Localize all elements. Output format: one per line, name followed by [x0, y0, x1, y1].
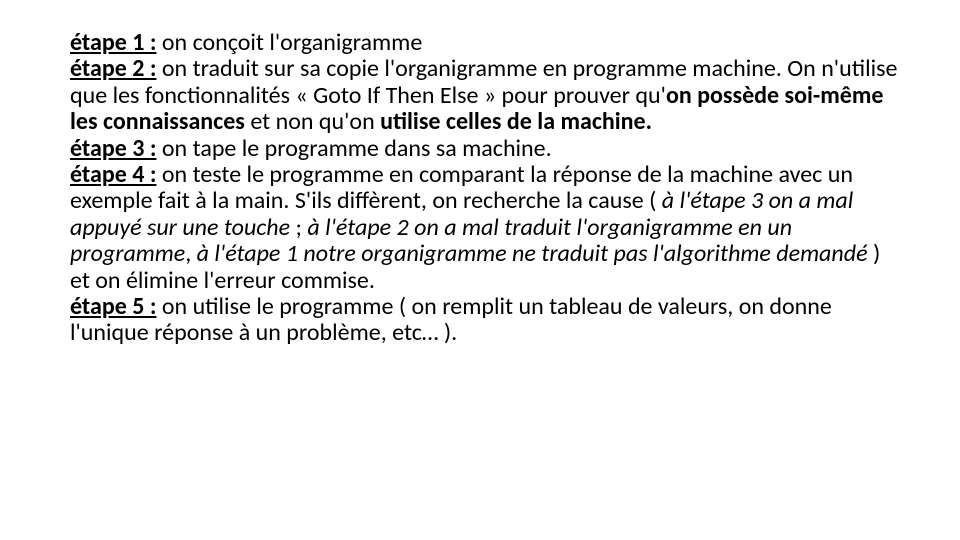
step-1-label: étape 1 : — [70, 28, 156, 57]
step-2-bold-d: utilise celles de la machine. — [380, 107, 652, 136]
step-5-text: on utilise le programme ( on remplit un … — [70, 292, 832, 347]
step-2-text-c: et non qu'on — [245, 107, 380, 136]
step-3-text: on tape le programme dans sa machine. — [156, 134, 551, 163]
step-1-text: on conçoit l'organigramme — [156, 28, 422, 57]
content-block: étape 1 : on conçoit l'organigramme étap… — [70, 30, 900, 347]
step-4-italic-f: à l'étape 1 notre organigramme ne tradui… — [197, 239, 868, 268]
step-3-label: étape 3 : — [70, 134, 156, 163]
step-4-label: étape 4 : — [70, 160, 156, 189]
step-4-text-e: , — [185, 239, 196, 268]
step-5-label: étape 5 : — [70, 292, 156, 321]
slide: étape 1 : on conçoit l'organigramme étap… — [0, 0, 960, 540]
step-4-text-c: ; — [290, 213, 307, 242]
step-2-label: étape 2 : — [70, 54, 156, 83]
